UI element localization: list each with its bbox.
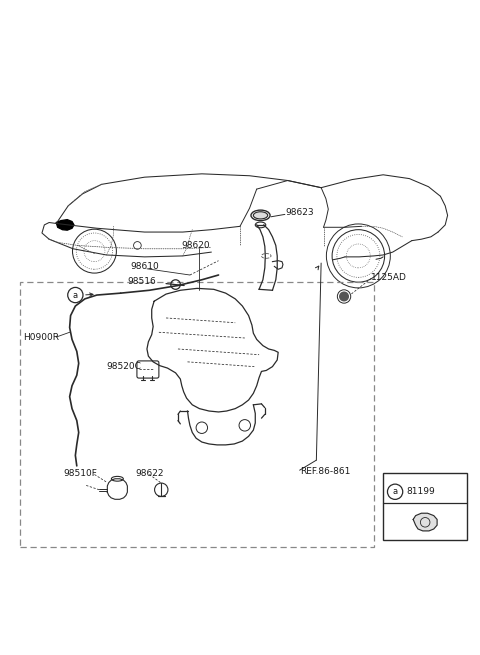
Polygon shape [56, 219, 74, 230]
Text: 98623: 98623 [285, 208, 314, 217]
Text: REF.86-861: REF.86-861 [300, 467, 350, 476]
Circle shape [340, 292, 348, 301]
Polygon shape [413, 514, 437, 531]
Text: 81199: 81199 [406, 487, 435, 496]
Text: H0900R: H0900R [23, 333, 59, 341]
Text: a: a [393, 487, 397, 496]
Text: 98510F: 98510F [63, 468, 97, 477]
Text: 98622: 98622 [135, 468, 164, 477]
Text: 98516: 98516 [128, 276, 156, 286]
Text: 1125AD: 1125AD [371, 273, 407, 282]
Text: 98610: 98610 [130, 262, 159, 271]
Ellipse shape [253, 212, 268, 219]
Text: 98620: 98620 [182, 241, 210, 250]
Text: a: a [73, 291, 78, 299]
Text: 98520C: 98520C [107, 362, 141, 371]
